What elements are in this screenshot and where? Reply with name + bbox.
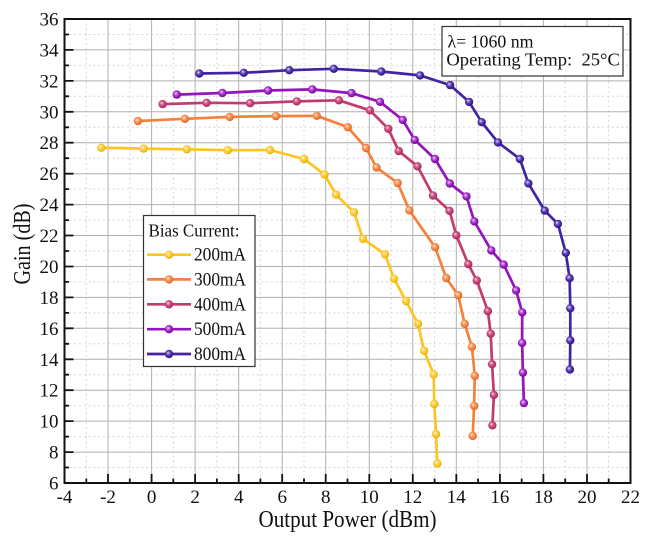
svg-text:Operating Temp: 25°C: Operating Temp: 25°C [446,50,620,70]
svg-text:24: 24 [40,195,60,216]
svg-text:2: 2 [190,487,200,508]
svg-text:10: 10 [360,487,379,508]
svg-text:8: 8 [49,443,59,464]
svg-text:200mA: 200mA [194,245,246,266]
svg-text:14: 14 [447,487,467,508]
svg-text:20: 20 [578,487,597,508]
svg-text:16: 16 [490,487,509,508]
svg-text:6: 6 [49,474,59,495]
svg-text:20: 20 [40,257,59,278]
svg-text:8: 8 [321,487,331,508]
svg-text:Output Power (dBm): Output Power (dBm) [259,507,437,533]
svg-text:-4: -4 [57,487,73,508]
svg-text:16: 16 [40,319,59,340]
svg-text:18: 18 [534,487,553,508]
svg-text:-2: -2 [100,487,116,508]
svg-text:Bias Current:: Bias Current: [149,221,240,241]
svg-text:32: 32 [40,71,59,92]
svg-text:22: 22 [621,487,640,508]
svg-text:14: 14 [40,350,60,371]
svg-text:28: 28 [40,133,59,154]
svg-text:12: 12 [403,487,422,508]
svg-text:26: 26 [40,164,59,185]
svg-text:Gain (dB): Gain (dB) [10,204,36,285]
svg-text:22: 22 [40,226,59,247]
svg-text:400mA: 400mA [194,294,246,315]
svg-text:500mA: 500mA [194,319,246,340]
svg-text:30: 30 [40,102,59,123]
svg-text:10: 10 [40,412,59,433]
svg-text:800mA: 800mA [194,344,246,365]
svg-text:6: 6 [277,487,287,508]
svg-text:4: 4 [234,487,244,508]
svg-text:12: 12 [40,381,59,402]
svg-text:0: 0 [147,487,157,508]
svg-text:34: 34 [40,40,60,61]
svg-text:36: 36 [40,10,59,31]
svg-text:300mA: 300mA [194,269,246,290]
svg-text:18: 18 [40,288,59,309]
svg-text:λ= 1060 nm: λ= 1060 nm [448,32,534,52]
